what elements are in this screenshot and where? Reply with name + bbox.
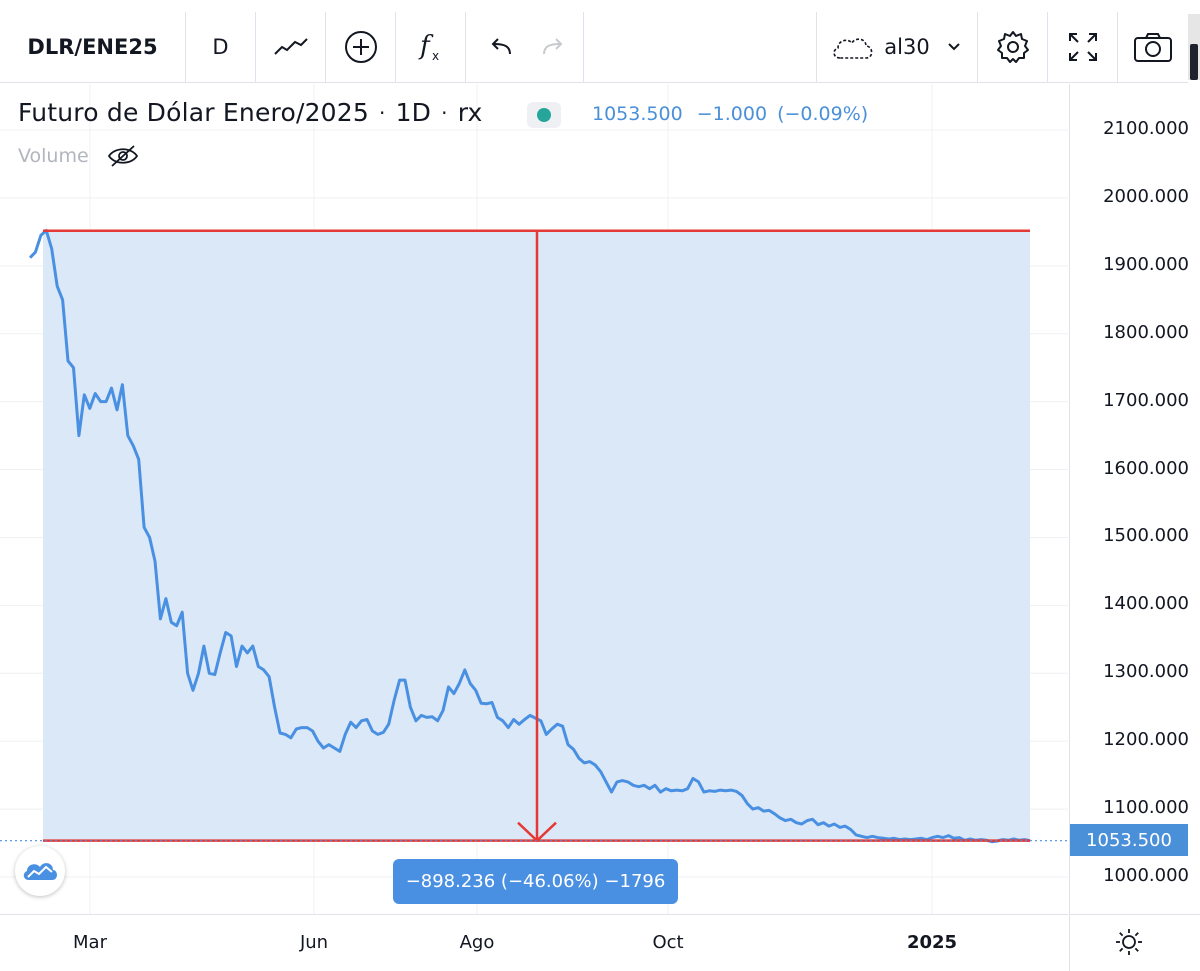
legend-symbol-title[interactable]: Futuro de Dólar Enero/2025 [18, 98, 370, 127]
legend-last-price: 1053.500 [592, 103, 683, 125]
price-chart[interactable] [0, 84, 1068, 914]
toolbar: DLR/ENE25 D f x al30 [0, 0, 1188, 83]
settings-button[interactable] [978, 12, 1048, 82]
market-status[interactable] [527, 102, 561, 128]
price-axis[interactable]: 2100.000 2000.000 1900.000 1800.000 1700.000… [1069, 84, 1200, 914]
time-label-ago: Ago [459, 932, 495, 953]
symbol-search-button[interactable]: DLR/ENE25 [0, 12, 186, 82]
cloud-logo-icon [23, 863, 58, 880]
layout-name: al30 [884, 35, 930, 59]
compare-add-button[interactable] [326, 12, 396, 82]
layout-select[interactable]: al30 [816, 12, 978, 82]
price-tick-label: 1900.000 [1103, 253, 1189, 275]
legend-interval: 1D [395, 98, 432, 127]
market-status-dot [537, 108, 551, 122]
price-tick-label: 2100.000 [1103, 118, 1189, 139]
price-tick-label: 1100.000 [1103, 797, 1189, 819]
volume-legend[interactable]: Volume [18, 144, 139, 168]
toolbar-scrollbar[interactable] [1188, 14, 1200, 80]
redo-button[interactable] [524, 12, 584, 82]
redo-icon [542, 38, 562, 55]
chart-legend: Futuro de Dólar Enero/2025 · 1D · rx [18, 98, 483, 127]
indicators-button[interactable]: f x [396, 12, 466, 82]
legend-change: −1.000 [696, 103, 768, 125]
undo-icon [491, 38, 511, 55]
price-tick-label: 1800.000 [1103, 321, 1189, 343]
measurement-label[interactable]: −898.236 (−46.06%) −1796 [393, 859, 678, 904]
gear-icon [996, 31, 1029, 63]
time-label-mar: Mar [73, 932, 107, 953]
fullscreen-button[interactable] [1048, 12, 1118, 82]
settings-sun-icon[interactable] [1114, 927, 1144, 957]
snapshot-button[interactable] [1118, 12, 1188, 82]
time-label-oct: Oct [652, 932, 684, 953]
time-label-2025: 2025 [906, 932, 958, 953]
price-tick-label: 1200.000 [1103, 729, 1189, 751]
price-tick-label: 1600.000 [1103, 457, 1189, 479]
legend-exchange: rx [457, 98, 483, 127]
legend-values: 1053.500 −1.000 (−0.09%) [592, 103, 868, 125]
function-icon: f x [418, 31, 439, 63]
eye-off-icon[interactable] [107, 144, 139, 168]
undo-button[interactable] [476, 12, 524, 82]
price-tick-label: 2000.000 [1103, 185, 1189, 207]
camera-icon [1134, 33, 1172, 62]
axis-corner [1069, 914, 1200, 971]
price-tick-label: 1000.000 [1103, 865, 1189, 886]
interval-button[interactable]: D [186, 12, 256, 82]
last-price-label: 1053.500 [1070, 824, 1188, 856]
tradingview-logo[interactable] [15, 846, 65, 896]
chart-pane[interactable] [0, 84, 1068, 914]
time-axis[interactable] [0, 914, 1068, 971]
fullscreen-icon [1068, 33, 1097, 61]
add-circle-icon [344, 31, 377, 63]
time-label-jun: Jun [299, 932, 329, 953]
chevron-down-icon [948, 43, 960, 51]
scrollbar-thumb[interactable] [1190, 44, 1198, 80]
svg-text:x: x [432, 49, 439, 63]
legend-separator: · [379, 100, 386, 125]
price-tick-label: 1500.000 [1103, 525, 1189, 547]
line-chart-icon [273, 38, 308, 55]
price-tick-label: 1400.000 [1103, 593, 1189, 615]
chart-type-button[interactable] [256, 12, 326, 82]
legend-separator: · [441, 100, 448, 125]
price-tick-label: 1300.000 [1103, 661, 1189, 683]
price-tick-label: 1700.000 [1103, 389, 1189, 411]
cloud-icon [833, 38, 873, 59]
volume-label: Volume [18, 145, 89, 167]
price-series-line [28, 229, 1031, 844]
legend-change-pct: (−0.09%) [777, 103, 869, 125]
